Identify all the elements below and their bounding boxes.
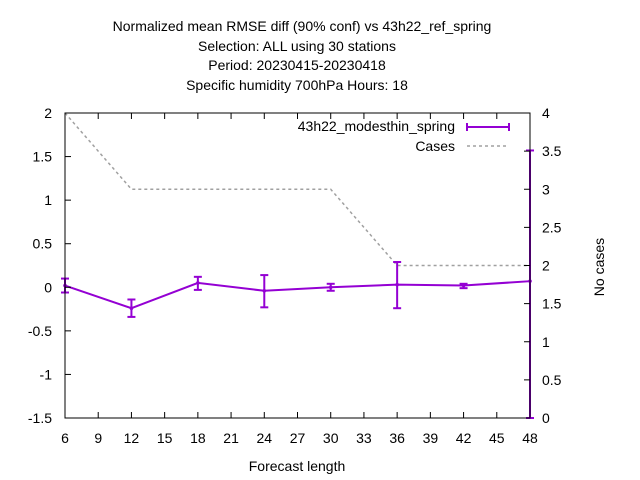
y2-tick-label-7: 0.5 [542,372,562,388]
x-tick-label-8: 30 [323,430,339,446]
x-tick-label-7: 27 [290,430,306,446]
axes: 6 9 12 15 18 21 24 27 30 33 36 39 42 45 4821.510.50-0.… [28,105,562,446]
y-tick-label-7: -1.5 [28,410,52,426]
data-point-5 [395,282,399,287]
title-line-2: Selection: ALL using 30 stations [198,38,396,54]
y-tick-label-5: -0.5 [28,323,52,339]
x-tick-label-3: 15 [157,430,173,446]
y-tick-label-3: 0.5 [33,236,53,252]
legend-label-cases: Cases [415,138,455,154]
data-point-1 [129,306,134,311]
y2-tick-label-3: 2.5 [542,219,562,235]
title-line-1: Normalized mean RMSE diff (90% conf) vs … [113,18,492,34]
x-tick-label-0: 6 [61,430,69,446]
legend: 43h22_modesthin_spring Cases [298,118,510,154]
y2-tick-label-8: 0 [542,410,550,426]
y2-tick-label-1: 3.5 [542,143,562,159]
x-tick-label-13: 45 [489,430,505,446]
y2-tick-label-4: 2 [542,258,550,274]
y2-tick-label-6: 1 [542,334,550,350]
x-tick-label-5: 21 [223,430,239,446]
y2-tick-label-5: 1.5 [542,296,562,312]
data-point-6 [461,283,466,288]
cases-line [64,112,530,267]
data-point-4 [328,285,333,290]
y2-axis-label: No cases [591,238,607,296]
x-axis-label: Forecast length [249,458,346,474]
x-tick-label-6: 24 [256,430,272,446]
data-point-2 [196,281,200,285]
x-tick-label-12: 42 [456,430,472,446]
title-line-3: Period: 20230415-20230418 [208,57,386,73]
data-point-3 [262,288,267,293]
x-tick-label-14: 48 [522,430,538,446]
y-tick-label-1: 1.5 [33,149,53,165]
y-tick-label-2: 1 [44,192,52,208]
plot-series [61,112,534,419]
title-line-4: Specific humidity 700hPa Hours: 18 [186,77,408,93]
x-tick-label-9: 33 [356,430,372,446]
y2-tick-label-2: 3 [542,181,550,197]
x-tick-label-11: 39 [423,430,439,446]
y-tick-label-0: 2 [44,105,52,121]
y2-tick-label-0: 4 [542,105,550,121]
chart-title: Normalized mean RMSE diff (90% conf) vs … [113,18,492,93]
y-tick-label-4: 0 [44,279,52,295]
x-tick-label-1: 9 [94,430,102,446]
x-tick-label-2: 12 [124,430,140,446]
y-tick-label-6: -1 [40,366,53,382]
main-series-line [64,280,531,310]
x-tick-label-4: 18 [190,430,206,446]
legend-label-main: 43h22_modesthin_spring [298,118,455,134]
x-tick-label-10: 36 [389,430,405,446]
